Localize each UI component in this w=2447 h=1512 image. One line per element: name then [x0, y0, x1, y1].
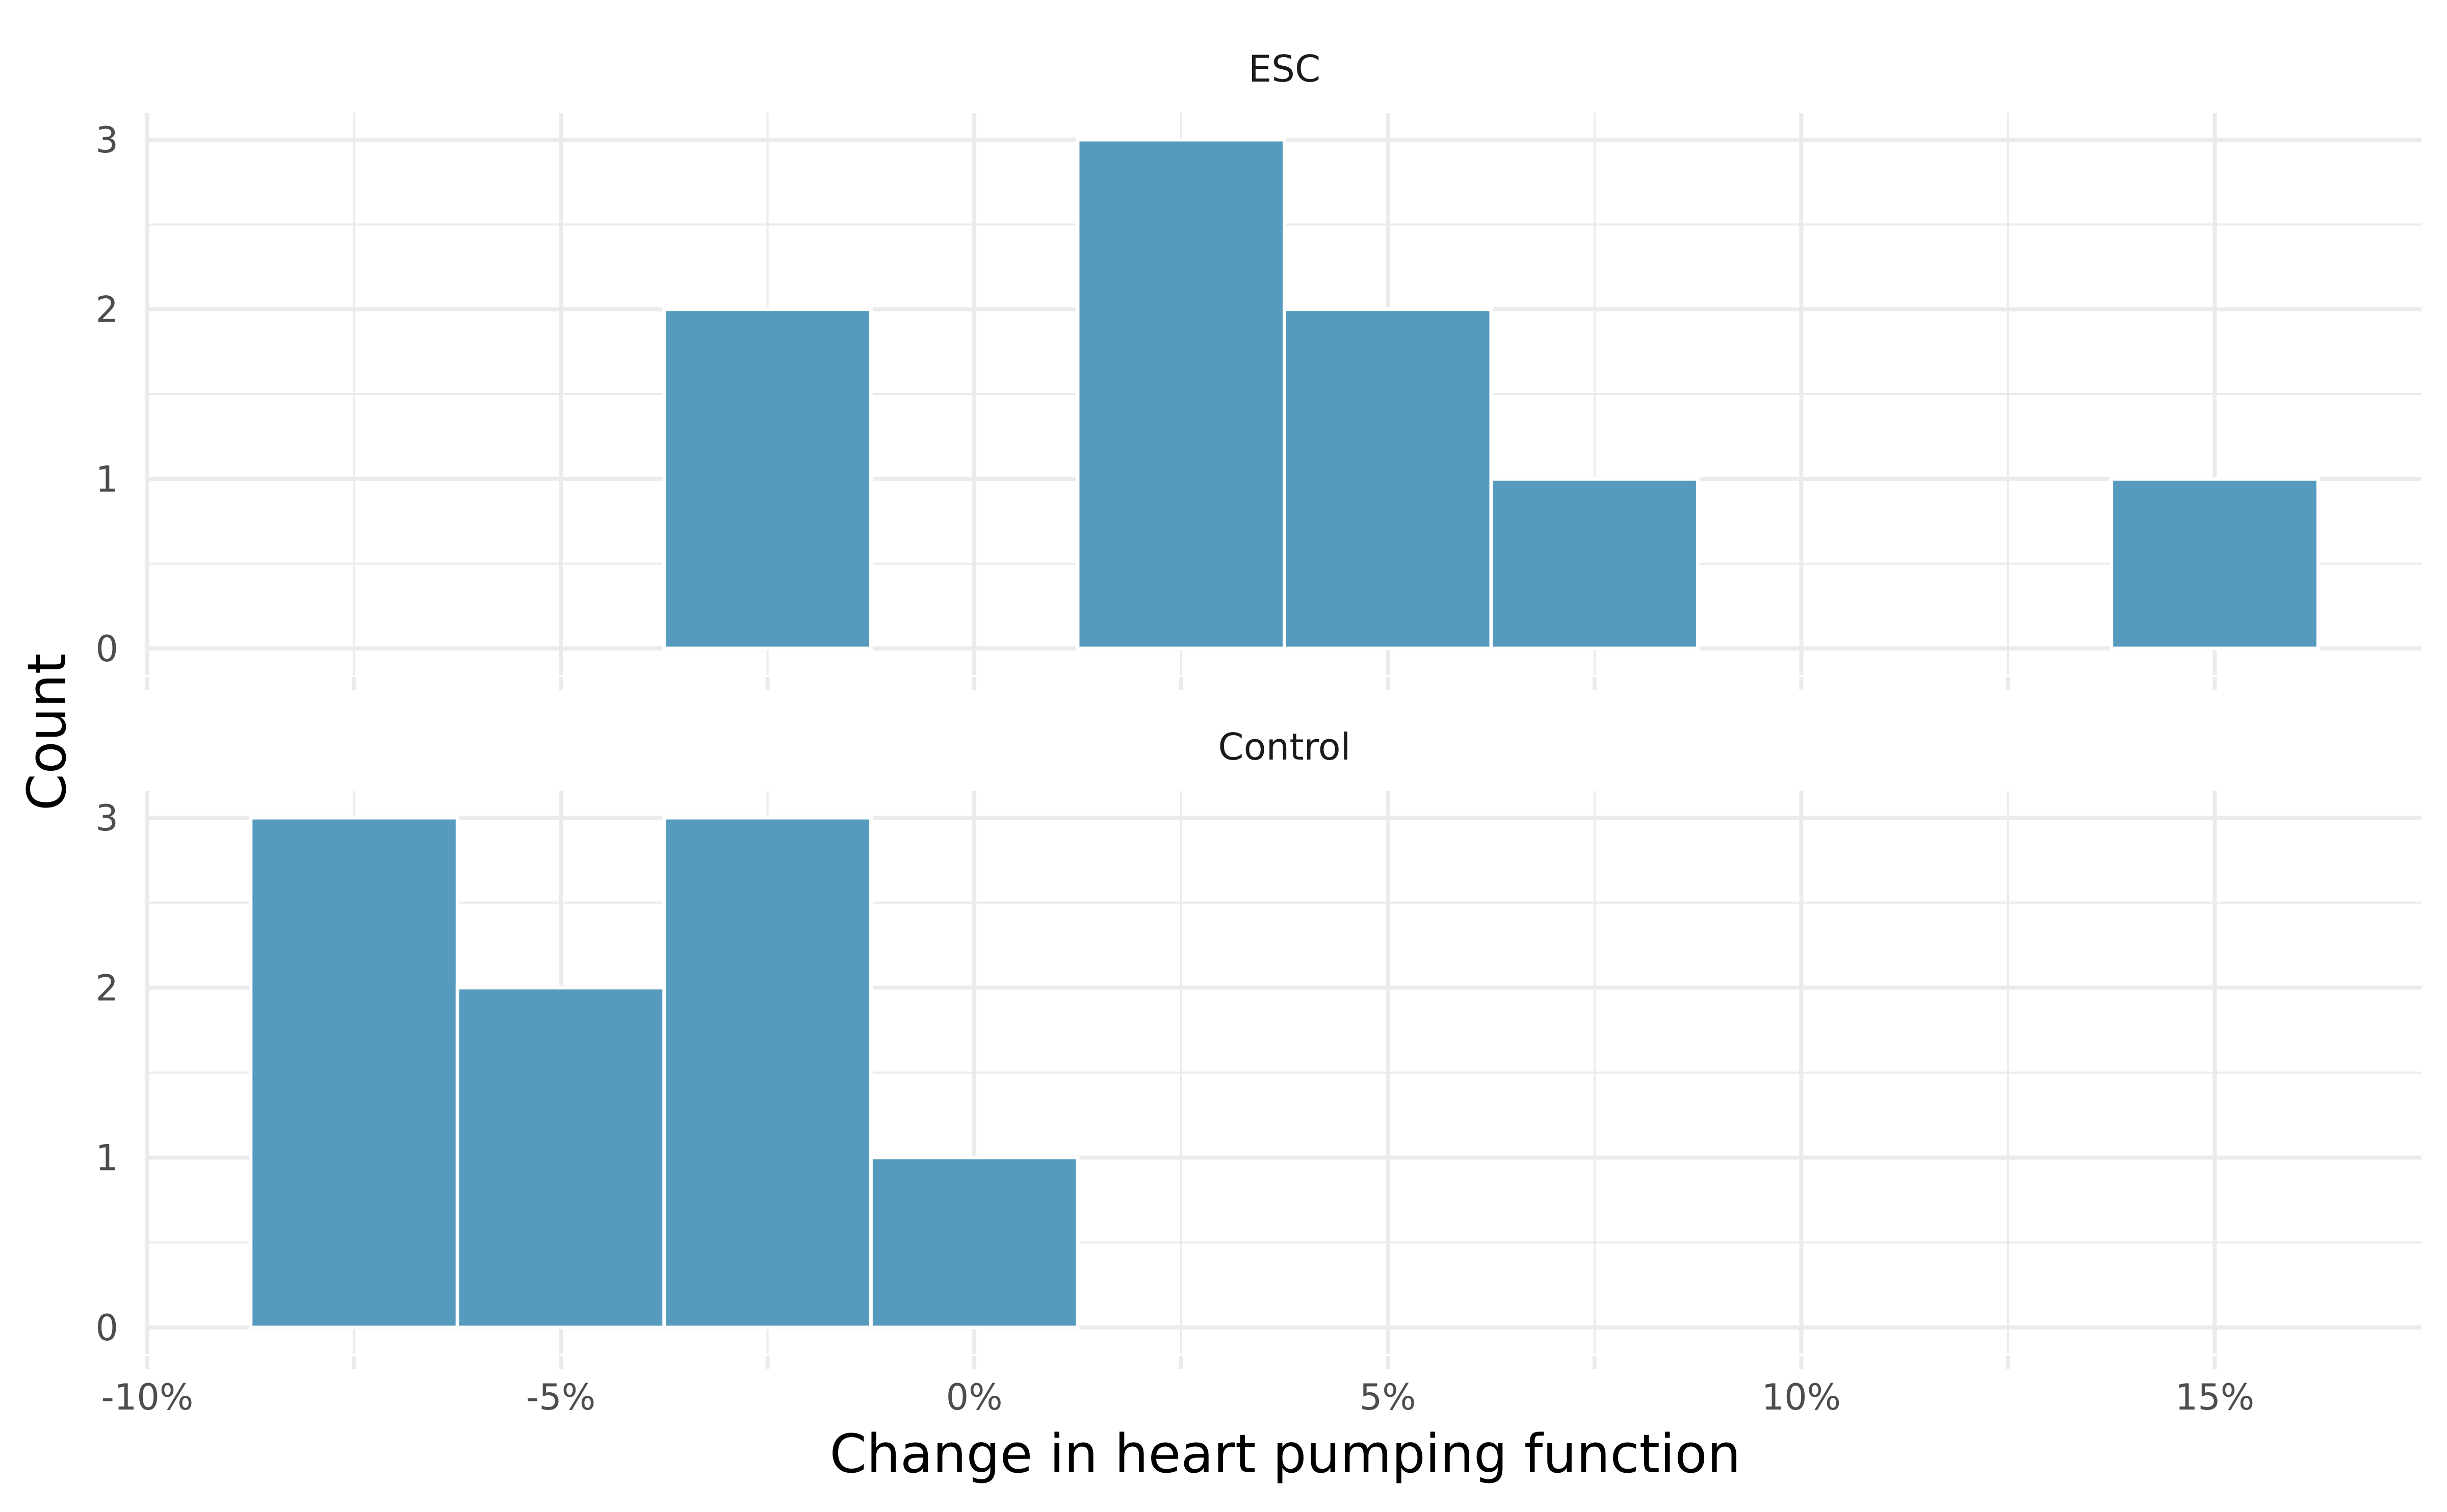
- histogram-bar: [1283, 307, 1493, 650]
- histogram-bar: [1076, 138, 1287, 650]
- histogram-bar: [662, 816, 873, 1329]
- facet-strip-label: ESC: [1248, 47, 1320, 90]
- x-tick-label: -10%: [101, 1376, 194, 1418]
- histogram-bar: [455, 985, 666, 1329]
- y-tick-label: 3: [95, 797, 118, 839]
- histogram-bar: [2110, 477, 2320, 650]
- y-tick-label: 3: [95, 119, 118, 161]
- facet-panels: 0 1 2 3 ESC 0 1 2 3 Control: [95, 47, 2422, 1369]
- y-tick-label: 2: [95, 967, 118, 1009]
- x-tick-label: 15%: [2175, 1376, 2255, 1418]
- y-tick-label: 1: [95, 458, 118, 500]
- facet-strip-label: Control: [1218, 725, 1350, 768]
- y-tick-label: 0: [95, 1307, 118, 1349]
- panel-esc: 0 1 2 3 ESC: [95, 47, 2422, 690]
- x-tick-label: -5%: [526, 1376, 595, 1418]
- histogram-bar: [662, 307, 873, 650]
- x-tick-label: 5%: [1360, 1376, 1416, 1418]
- y-tick-label: 1: [95, 1137, 118, 1179]
- histogram-bar: [249, 816, 459, 1329]
- histogram-bar: [1489, 477, 1700, 650]
- x-tick-label: 10%: [1762, 1376, 1841, 1418]
- histogram-bar: [869, 1156, 1080, 1329]
- x-axis-title: Change in heart pumping function: [829, 1423, 1740, 1485]
- y-tick-label: 0: [95, 628, 118, 670]
- x-axis: -10% -5% 0% 5% 10% 15%: [101, 1376, 2255, 1418]
- panel-control: 0 1 2 3 Control: [95, 725, 2422, 1369]
- y-tick-label: 2: [95, 289, 118, 331]
- x-tick-label: 0%: [946, 1376, 1003, 1418]
- y-axis-title: Count: [16, 654, 78, 811]
